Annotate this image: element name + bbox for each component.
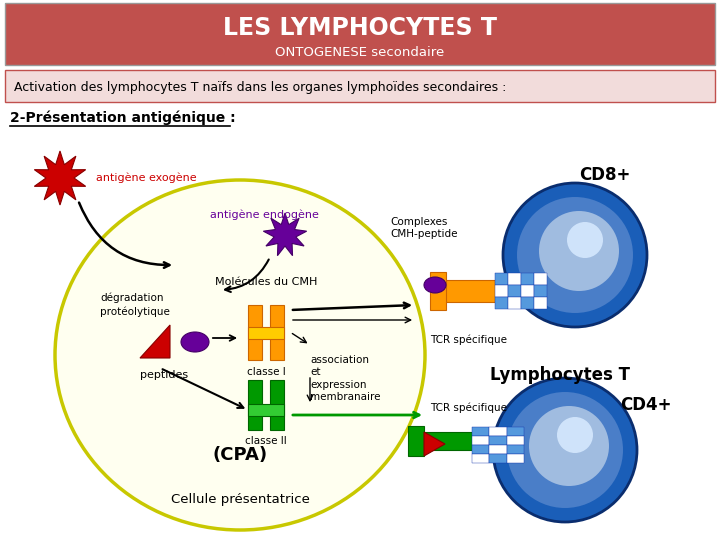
Circle shape bbox=[517, 197, 633, 313]
Bar bbox=[495, 273, 508, 285]
Circle shape bbox=[503, 183, 647, 327]
Bar bbox=[430, 272, 446, 310]
Circle shape bbox=[529, 406, 609, 486]
Text: Cellule présentatrice: Cellule présentatrice bbox=[171, 494, 310, 507]
Circle shape bbox=[557, 417, 593, 453]
Polygon shape bbox=[140, 325, 170, 358]
Bar bbox=[495, 297, 508, 309]
Polygon shape bbox=[35, 151, 86, 205]
Text: Molécules du CMH: Molécules du CMH bbox=[215, 277, 318, 287]
Text: 2-Présentation antigénique :: 2-Présentation antigénique : bbox=[10, 111, 235, 125]
Text: ONTOGENESE secondaire: ONTOGENESE secondaire bbox=[275, 45, 445, 58]
Ellipse shape bbox=[55, 180, 425, 530]
Text: antigène exogène: antigène exogène bbox=[96, 173, 197, 183]
Text: peptides: peptides bbox=[140, 370, 188, 380]
Bar bbox=[248, 327, 284, 339]
Text: TCR spécifique: TCR spécifique bbox=[430, 403, 507, 413]
Bar bbox=[534, 273, 547, 285]
Circle shape bbox=[567, 222, 603, 258]
Text: Complexes
CMH-peptide: Complexes CMH-peptide bbox=[390, 217, 457, 239]
Bar bbox=[5, 3, 715, 65]
Text: (CPA): (CPA) bbox=[212, 446, 268, 464]
Polygon shape bbox=[264, 213, 307, 255]
Bar bbox=[270, 380, 284, 430]
Bar bbox=[490, 454, 507, 463]
Text: CD4+: CD4+ bbox=[620, 396, 672, 414]
Bar bbox=[490, 436, 507, 445]
Bar bbox=[534, 285, 547, 297]
Bar bbox=[248, 404, 284, 416]
Bar bbox=[270, 305, 284, 360]
Text: dégradation
protéolytique: dégradation protéolytique bbox=[100, 293, 170, 317]
Bar bbox=[490, 427, 507, 436]
Text: antigène endogène: antigène endogène bbox=[210, 210, 319, 220]
Bar bbox=[443, 280, 495, 302]
Bar bbox=[408, 426, 424, 456]
Bar bbox=[472, 427, 490, 436]
Text: association
et
expression
membranaire: association et expression membranaire bbox=[310, 355, 380, 402]
Bar bbox=[490, 445, 507, 454]
Polygon shape bbox=[424, 432, 445, 456]
Bar bbox=[521, 285, 534, 297]
Bar bbox=[472, 454, 490, 463]
Text: CD8+: CD8+ bbox=[580, 166, 631, 184]
Bar bbox=[472, 436, 490, 445]
Bar bbox=[507, 427, 524, 436]
Bar bbox=[5, 70, 715, 102]
Bar bbox=[521, 297, 534, 309]
Bar bbox=[248, 305, 262, 360]
Circle shape bbox=[507, 392, 623, 508]
Bar bbox=[508, 297, 521, 309]
Bar bbox=[507, 445, 524, 454]
Text: classe II: classe II bbox=[245, 436, 287, 446]
Text: Activation des lymphocytes T naïfs dans les organes lymphoïdes secondaires :: Activation des lymphocytes T naïfs dans … bbox=[14, 80, 506, 93]
Bar bbox=[507, 454, 524, 463]
Bar bbox=[472, 445, 490, 454]
Text: Lymphocytes T: Lymphocytes T bbox=[490, 366, 630, 384]
Text: LES LYMPHOCYTES T: LES LYMPHOCYTES T bbox=[223, 16, 497, 40]
Text: classe I: classe I bbox=[247, 367, 285, 377]
Bar bbox=[521, 273, 534, 285]
Circle shape bbox=[493, 378, 637, 522]
Text: TCR spécifique: TCR spécifique bbox=[430, 335, 507, 345]
Bar bbox=[534, 297, 547, 309]
Bar bbox=[508, 273, 521, 285]
Ellipse shape bbox=[424, 277, 446, 293]
Circle shape bbox=[539, 211, 619, 291]
Ellipse shape bbox=[181, 332, 209, 352]
Bar bbox=[420, 432, 472, 450]
Bar bbox=[248, 380, 262, 430]
Bar bbox=[495, 285, 508, 297]
Bar bbox=[507, 436, 524, 445]
Bar bbox=[508, 285, 521, 297]
